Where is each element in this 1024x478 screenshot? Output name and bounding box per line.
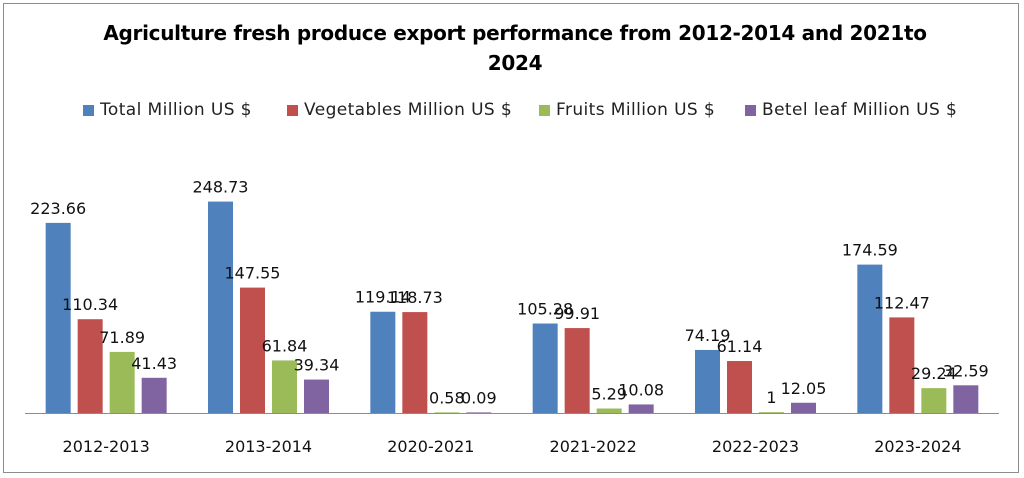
bar-3-2021-2022 <box>628 404 654 413</box>
data-label: 29.24 <box>911 364 957 383</box>
bar-1-2013-2014 <box>240 287 265 413</box>
data-label: 110.34 <box>62 295 118 314</box>
legend-label-total: Total Million US $ <box>100 100 252 120</box>
bar-1-2020-2021 <box>402 312 428 413</box>
bar-0-2021-2022 <box>532 323 558 413</box>
legend-swatch-vegetables <box>287 104 298 116</box>
bar-2-2022-2023 <box>759 412 784 413</box>
bar-0-2023-2024 <box>857 264 883 413</box>
data-label: 119.14 <box>355 288 411 307</box>
data-label: 41.43 <box>131 354 177 373</box>
legend-label-fruits: Fruits Million US $ <box>556 100 716 120</box>
bar-2-2023-2024 <box>921 388 947 413</box>
chart-title-line-2: 2024 <box>487 51 543 75</box>
data-label: 61.14 <box>717 337 763 356</box>
bar-2-2012-2013 <box>109 351 135 413</box>
legend-item-fruits: Fruits Million US $ <box>539 99 715 121</box>
x-tick-label: 2022-2023 <box>712 437 799 456</box>
data-label: 10.08 <box>618 380 664 399</box>
x-tick-label: 2020-2021 <box>387 437 474 456</box>
data-label: 174.59 <box>842 241 898 260</box>
chart-frame <box>3 3 1019 473</box>
data-label: 12.05 <box>781 379 827 398</box>
legend-item-total: Total Million US $ <box>83 99 252 121</box>
legend-label-vegetables: Vegetables Million US $ <box>304 100 513 120</box>
data-label: 5.29 <box>591 385 627 404</box>
bar-0-2022-2023 <box>695 349 720 413</box>
data-label: 1 <box>766 388 776 407</box>
chart-legend: Total Million US $ Vegetables Million US… <box>0 99 1024 121</box>
data-label: 118.73 <box>387 288 443 307</box>
legend-item-vegetables: Vegetables Million US $ <box>287 99 512 121</box>
chart-title-line-1: Agriculture fresh produce export perform… <box>103 21 927 45</box>
bar-2-2020-2021 <box>434 412 460 413</box>
x-tick-label: 2021-2022 <box>550 437 637 456</box>
data-label: 74.19 <box>685 326 731 345</box>
data-label: 248.73 <box>193 178 249 197</box>
data-label: 99.91 <box>554 304 600 323</box>
data-label: 0.58 <box>429 388 465 407</box>
x-tick-label: 2023-2024 <box>874 437 961 456</box>
bar-3-2023-2024 <box>953 385 979 413</box>
bar-2-2021-2022 <box>596 408 622 413</box>
data-label: 39.34 <box>294 356 340 375</box>
bar-0-2012-2013 <box>45 222 71 413</box>
legend-swatch-fruits <box>539 104 550 116</box>
bar-3-2012-2013 <box>141 377 167 413</box>
legend-label-betel-leaf: Betel leaf Million US $ <box>762 100 958 120</box>
legend-item-betel-leaf: Betel leaf Million US $ <box>745 99 957 121</box>
data-label: 147.55 <box>225 264 281 283</box>
bar-1-2021-2022 <box>564 328 590 413</box>
data-label: 112.47 <box>874 293 930 312</box>
bar-0-2013-2014 <box>208 201 233 413</box>
x-tick-label: 2013-2014 <box>225 437 312 456</box>
x-tick-label: 2012-2013 <box>63 437 150 456</box>
data-label: 61.84 <box>262 336 308 355</box>
bar-1-2022-2023 <box>727 361 752 413</box>
data-label: 105.28 <box>517 300 573 319</box>
bar-3-2020-2021 <box>466 412 492 413</box>
bar-1-2012-2013 <box>77 319 103 413</box>
data-label: 71.89 <box>99 328 145 347</box>
data-label: 0.09 <box>461 388 497 407</box>
chart-title: Agriculture fresh produce export perform… <box>100 18 930 78</box>
bar-3-2013-2014 <box>304 379 329 413</box>
bar-0-2020-2021 <box>370 311 396 413</box>
data-label: 32.59 <box>943 361 989 380</box>
data-label: 223.66 <box>30 199 86 218</box>
bar-1-2023-2024 <box>889 317 915 413</box>
legend-swatch-betel-leaf <box>745 104 756 116</box>
bar-3-2022-2023 <box>791 402 816 413</box>
bar-2-2013-2014 <box>272 360 297 413</box>
legend-swatch-total <box>83 104 94 116</box>
